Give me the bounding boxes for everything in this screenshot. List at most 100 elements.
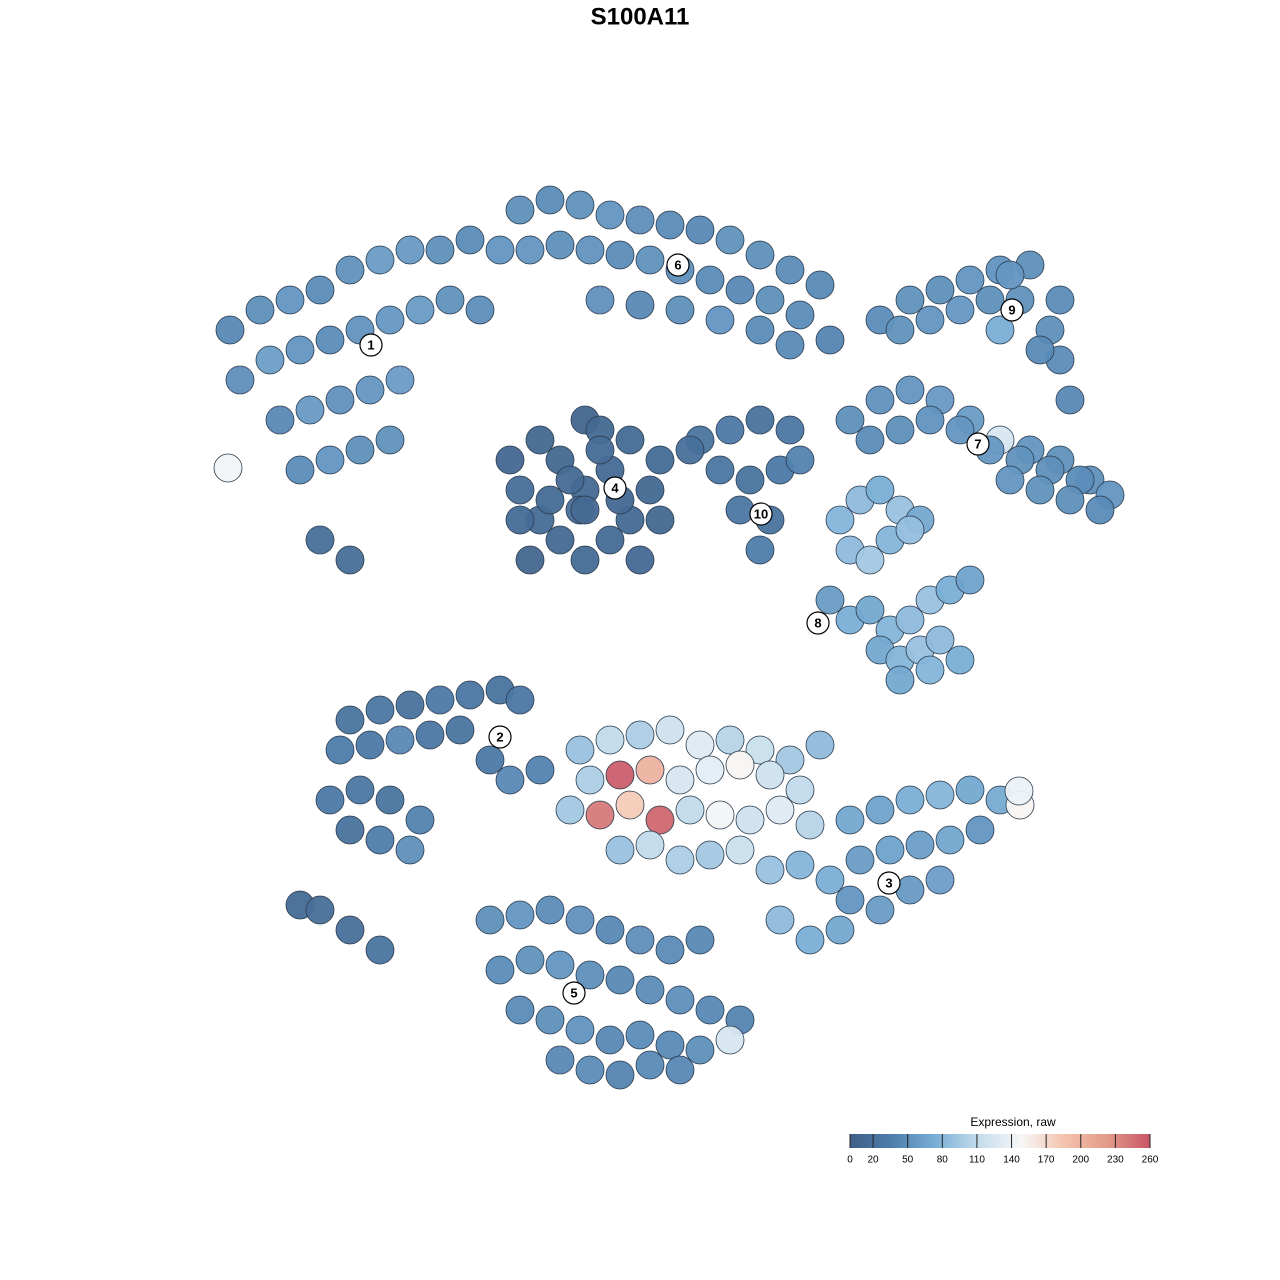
cell-point — [925, 625, 955, 655]
cell-point — [625, 545, 655, 575]
cell-point — [625, 720, 655, 750]
cell-point — [335, 545, 365, 575]
cell-point — [385, 725, 415, 755]
cell-point — [605, 835, 635, 865]
cell-point — [705, 455, 735, 485]
cell-point — [815, 585, 845, 615]
colorbar-tick-label: 170 — [1038, 1155, 1055, 1166]
cell-point — [685, 925, 715, 955]
cell-point — [815, 325, 845, 355]
cell-point — [855, 425, 885, 455]
cell-point — [455, 225, 485, 255]
cell-point — [725, 495, 755, 525]
cell-point — [925, 780, 955, 810]
cell-point — [725, 835, 755, 865]
cluster-label: 8 — [814, 615, 821, 630]
cell-point — [665, 845, 695, 875]
cell-point — [855, 545, 885, 575]
cell-point — [835, 885, 865, 915]
colorbar-tick-label: 230 — [1107, 1155, 1124, 1166]
cell-point — [885, 415, 915, 445]
cell-point — [915, 405, 945, 435]
cell-point — [865, 895, 895, 925]
cell-point — [875, 835, 905, 865]
colorbar-tick-label: 0 — [847, 1155, 853, 1166]
cluster-badge — [666, 253, 690, 277]
cell-point — [505, 475, 535, 505]
cell-point — [765, 795, 795, 825]
cell-point — [245, 295, 275, 325]
cell-point — [735, 465, 765, 495]
cell-point — [455, 680, 485, 710]
cell-point — [945, 645, 975, 675]
cell-point — [825, 915, 855, 945]
cell-point — [365, 935, 395, 965]
cell-point — [785, 300, 815, 330]
cell-point — [585, 800, 615, 830]
cell-point — [935, 825, 965, 855]
cell-point — [545, 950, 575, 980]
cell-point — [695, 265, 725, 295]
colorbar-tick-label: 110 — [969, 1155, 985, 1166]
colorbar-tick-label: 20 — [868, 1155, 880, 1166]
cell-point — [395, 235, 425, 265]
cell-point — [785, 775, 815, 805]
cell-point — [545, 1045, 575, 1075]
cell-point — [1055, 385, 1085, 415]
cell-point — [465, 295, 495, 325]
cell-point — [545, 230, 575, 260]
cluster-badge — [749, 502, 773, 526]
colorbar-tick-label: 200 — [1072, 1155, 1089, 1166]
cell-point — [705, 800, 735, 830]
cell-point — [365, 825, 395, 855]
cell-point — [775, 415, 805, 445]
cell-point — [475, 905, 505, 935]
cell-point — [425, 685, 455, 715]
cell-point — [865, 385, 895, 415]
cell-point — [985, 315, 1015, 345]
cell-point — [570, 545, 600, 575]
cluster-badge — [359, 333, 383, 357]
cell-point — [335, 705, 365, 735]
cell-point — [365, 695, 395, 725]
cell-point — [395, 835, 425, 865]
cell-point — [995, 260, 1025, 290]
cluster-label: 5 — [570, 985, 577, 1000]
cluster-label: 6 — [674, 257, 681, 272]
cell-point — [685, 730, 715, 760]
cell-point — [795, 925, 825, 955]
cell-point — [785, 445, 815, 475]
cell-point — [305, 895, 335, 925]
cell-point — [715, 415, 745, 445]
cell-point — [655, 210, 685, 240]
cell-point — [1085, 495, 1115, 525]
cell-point — [675, 795, 705, 825]
cell-point — [775, 745, 805, 775]
cell-point — [535, 1005, 565, 1035]
cell-point — [365, 245, 395, 275]
colorbar-tick-label: 80 — [937, 1155, 949, 1166]
cell-point — [315, 785, 345, 815]
cell-point — [715, 1025, 745, 1055]
cell-point — [605, 240, 635, 270]
cell-point — [625, 290, 655, 320]
cell-point — [755, 285, 785, 315]
cell-point — [715, 225, 745, 255]
cell-point — [505, 995, 535, 1025]
cell-point — [375, 305, 405, 335]
cell-point — [615, 425, 645, 455]
cell-point — [635, 975, 665, 1005]
cell-point — [865, 475, 895, 505]
cell-point — [575, 235, 605, 265]
cell-point — [585, 435, 615, 465]
cell-point — [405, 295, 435, 325]
cell-point — [595, 200, 625, 230]
cluster-badge — [806, 611, 830, 635]
cell-point — [485, 235, 515, 265]
cell-point — [675, 435, 705, 465]
cell-point — [525, 425, 555, 455]
cell-point — [655, 1030, 685, 1060]
cell-point — [725, 750, 755, 780]
cell-point — [565, 190, 595, 220]
